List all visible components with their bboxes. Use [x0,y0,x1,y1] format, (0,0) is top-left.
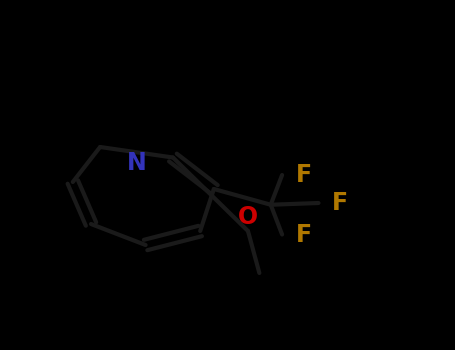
Text: O: O [238,205,258,229]
Text: F: F [332,191,348,215]
Text: N: N [126,151,147,175]
Text: F: F [296,223,312,246]
Text: F: F [296,163,312,187]
